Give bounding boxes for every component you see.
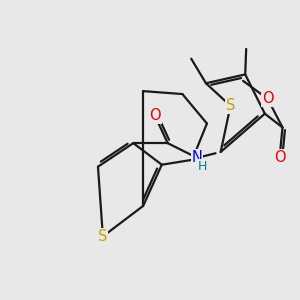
Text: S: S <box>98 229 108 244</box>
Text: S: S <box>226 98 235 113</box>
Text: O: O <box>149 108 161 123</box>
Text: O: O <box>274 150 285 165</box>
Text: O: O <box>262 92 274 106</box>
Text: H: H <box>198 160 207 172</box>
Text: N: N <box>192 150 203 165</box>
